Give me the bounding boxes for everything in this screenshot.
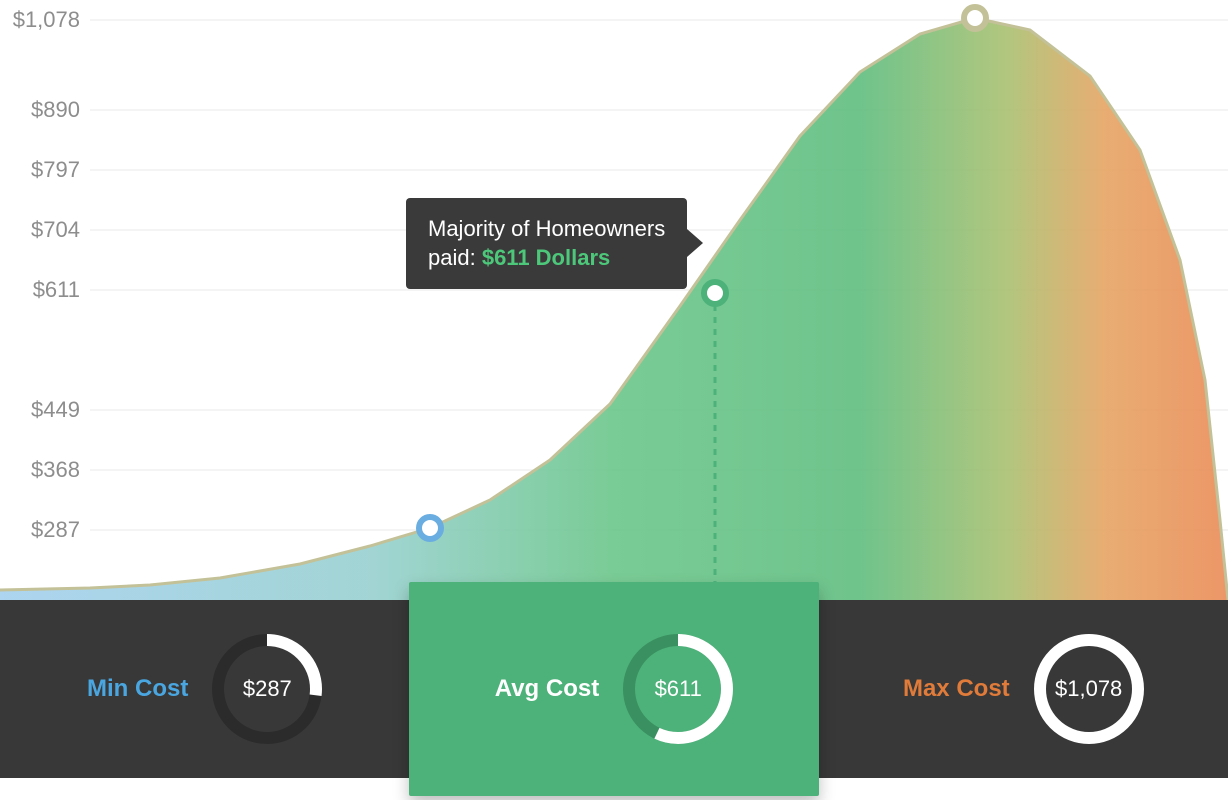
- min-value: $287: [212, 634, 322, 744]
- y-tick-label: $449: [31, 397, 80, 423]
- tooltip-line1: Majority of Homeowners: [428, 214, 665, 244]
- chart-area: $287 $368 $449 $611 $704 $797 $890 $1,078 Major…: [0, 0, 1228, 620]
- min-summary-panel: Min Cost $287: [0, 600, 409, 778]
- max-label: Max Cost: [903, 675, 1010, 703]
- max-value: $1,078: [1034, 634, 1144, 744]
- min-marker: [416, 514, 444, 542]
- tooltip-highlight: $611 Dollars: [482, 245, 610, 270]
- avg-donut: $611: [623, 634, 733, 744]
- summary-panels: Min Cost $287 Avg Cost $611 Max Cost $1,078: [0, 600, 1228, 778]
- min-label: Min Cost: [87, 675, 188, 703]
- chart-svg: [0, 0, 1228, 620]
- y-tick-label: $611: [33, 277, 80, 303]
- y-tick-label: $368: [31, 457, 80, 483]
- avg-value: $611: [623, 634, 733, 744]
- y-tick-label: $890: [31, 97, 80, 123]
- max-marker: [961, 4, 989, 32]
- y-tick-label: $704: [31, 217, 80, 243]
- y-tick-label: $797: [31, 157, 80, 183]
- min-donut: $287: [212, 634, 322, 744]
- y-tick-label: $287: [31, 517, 80, 543]
- avg-summary-panel: Avg Cost $611: [409, 582, 818, 796]
- max-donut: $1,078: [1034, 634, 1144, 744]
- avg-tooltip: Majority of Homeowners paid: $611 Dollar…: [406, 198, 687, 289]
- cost-infographic: $287 $368 $449 $611 $704 $797 $890 $1,078 Major…: [0, 0, 1228, 800]
- y-tick-label: $1,078: [13, 7, 80, 33]
- avg-marker: [701, 279, 729, 307]
- avg-label: Avg Cost: [495, 675, 599, 703]
- tooltip-arrow-icon: [687, 229, 703, 257]
- max-summary-panel: Max Cost $1,078: [819, 600, 1228, 778]
- tooltip-line2: paid: $611 Dollars: [428, 243, 665, 273]
